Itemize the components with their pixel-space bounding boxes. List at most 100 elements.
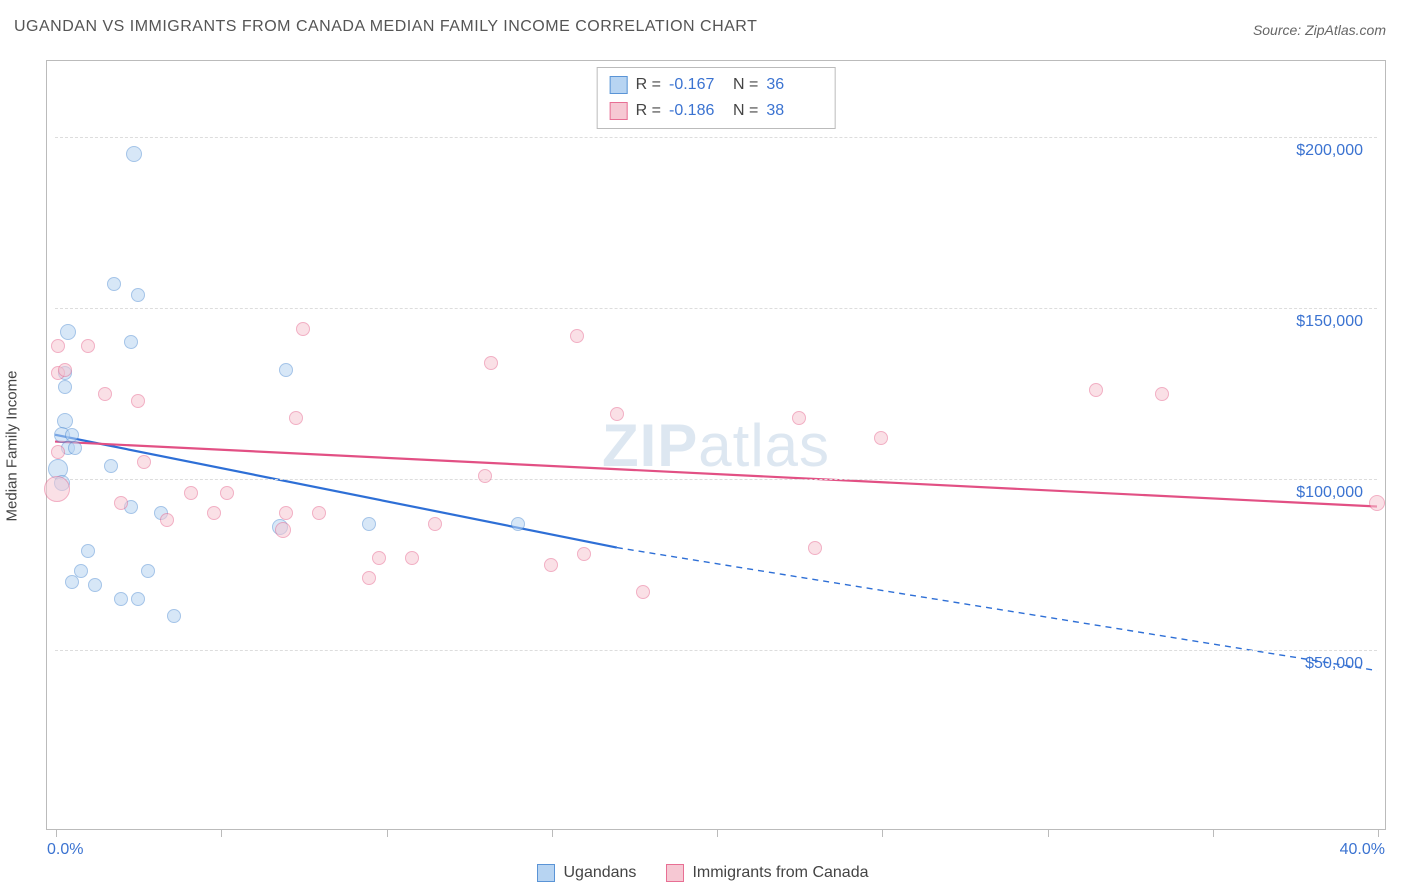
x-tick-mark (882, 829, 883, 837)
scatter-point (81, 544, 95, 558)
legend-r-label: R = (636, 102, 661, 120)
plot-area: ZIPatlas $50,000 $100,000 $150,000 $200,000… (46, 60, 1386, 830)
scatter-point (65, 428, 79, 442)
scatter-point (1155, 387, 1169, 401)
gridline (55, 479, 1377, 480)
legend-swatch (610, 102, 628, 120)
scatter-point (296, 322, 310, 336)
x-tick-mark (552, 829, 553, 837)
scatter-point (124, 335, 138, 349)
scatter-point (511, 517, 525, 531)
scatter-point (289, 411, 303, 425)
source-label: Source: ZipAtlas.com (1253, 22, 1386, 38)
scatter-point (312, 506, 326, 520)
plot-inner: ZIPatlas $50,000 $100,000 $150,000 $200,000 (55, 69, 1377, 821)
scatter-point (544, 558, 558, 572)
scatter-point (141, 564, 155, 578)
legend-label: Ugandans (563, 864, 636, 882)
scatter-point (362, 571, 376, 585)
scatter-point (60, 324, 76, 340)
scatter-point (428, 517, 442, 531)
scatter-point (577, 547, 591, 561)
scatter-point (65, 575, 79, 589)
scatter-point (636, 585, 650, 599)
scatter-point (126, 146, 142, 162)
scatter-point (184, 486, 198, 500)
scatter-point (167, 609, 181, 623)
x-tick-label: 40.0% (1340, 841, 1385, 859)
chart-title: UGANDAN VS IMMIGRANTS FROM CANADA MEDIAN… (14, 18, 757, 36)
legend-item: Immigrants from Canada (666, 864, 868, 882)
legend-swatch (537, 864, 555, 882)
x-tick-label: 0.0% (47, 841, 83, 859)
x-tick-mark (717, 829, 718, 837)
legend-item: Ugandans (537, 864, 636, 882)
x-tick-mark (1048, 829, 1049, 837)
legend-r-value: -0.167 (669, 76, 725, 94)
scatter-point (88, 578, 102, 592)
x-tick-mark (221, 829, 222, 837)
scatter-point (114, 592, 128, 606)
legend-swatch (666, 864, 684, 882)
y-tick-label: $50,000 (1305, 655, 1363, 673)
y-tick-label: $150,000 (1296, 313, 1363, 331)
x-tick-mark (56, 829, 57, 837)
scatter-point (107, 277, 121, 291)
scatter-point (1089, 383, 1103, 397)
scatter-point (808, 541, 822, 555)
scatter-point (1369, 495, 1385, 511)
scatter-point (362, 517, 376, 531)
scatter-point (98, 387, 112, 401)
scatter-point (220, 486, 234, 500)
scatter-point (792, 411, 806, 425)
scatter-point (874, 431, 888, 445)
scatter-point (114, 496, 128, 510)
scatter-point (372, 551, 386, 565)
scatter-point (405, 551, 419, 565)
legend-row: R = -0.186 N = 38 (610, 98, 823, 124)
scatter-point (44, 476, 70, 502)
legend-n-value: 38 (766, 102, 822, 120)
legend-row: R = -0.167 N = 36 (610, 72, 823, 98)
x-tick-mark (1378, 829, 1379, 837)
scatter-point (484, 356, 498, 370)
scatter-point (137, 455, 151, 469)
scatter-point (58, 363, 72, 377)
gridline (55, 650, 1377, 651)
scatter-point (275, 522, 291, 538)
scatter-point (160, 513, 174, 527)
scatter-point (610, 407, 624, 421)
scatter-point (279, 363, 293, 377)
scatter-point (51, 339, 65, 353)
scatter-point (131, 592, 145, 606)
y-tick-label: $100,000 (1296, 484, 1363, 502)
legend-n-label: N = (733, 102, 758, 120)
scatter-point (104, 459, 118, 473)
legend-r-label: R = (636, 76, 661, 94)
legend-label: Immigrants from Canada (692, 864, 868, 882)
trend-lines (55, 69, 1377, 821)
scatter-point (207, 506, 221, 520)
scatter-point (58, 380, 72, 394)
legend-top: R = -0.167 N = 36 R = -0.186 N = 38 (597, 67, 836, 129)
scatter-point (68, 441, 82, 455)
legend-bottom: Ugandans Immigrants from Canada (0, 864, 1406, 882)
scatter-point (51, 445, 65, 459)
gridline (55, 137, 1377, 138)
legend-n-value: 36 (766, 76, 822, 94)
y-axis-label: Median Family Income (4, 371, 21, 522)
legend-swatch (610, 76, 628, 94)
y-tick-label: $200,000 (1296, 142, 1363, 160)
gridline (55, 308, 1377, 309)
scatter-point (131, 394, 145, 408)
x-tick-mark (1213, 829, 1214, 837)
scatter-point (81, 339, 95, 353)
watermark: ZIPatlas (55, 69, 1377, 821)
x-tick-mark (387, 829, 388, 837)
scatter-point (478, 469, 492, 483)
scatter-point (131, 288, 145, 302)
scatter-point (279, 506, 293, 520)
legend-n-label: N = (733, 76, 758, 94)
scatter-point (570, 329, 584, 343)
legend-r-value: -0.186 (669, 102, 725, 120)
